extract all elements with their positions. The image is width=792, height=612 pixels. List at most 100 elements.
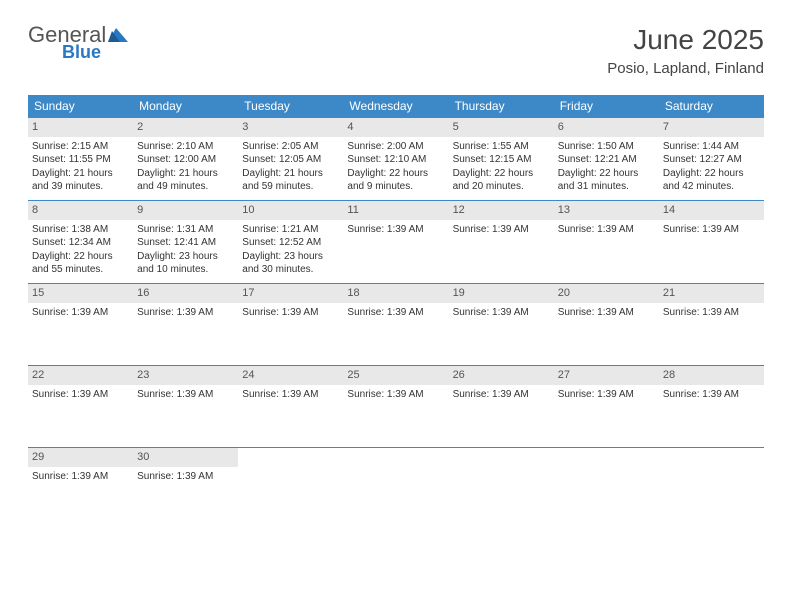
- day-info-line: Sunrise: 2:05 AM: [240, 140, 341, 154]
- day-info-line: Sunrise: 1:39 AM: [556, 223, 657, 237]
- day-number: 18: [343, 284, 448, 303]
- day-number: 23: [133, 366, 238, 385]
- day-cell: .: [554, 448, 659, 529]
- day-cell: 2 Sunrise: 2:10 AMSunset: 12:00 AMDayligh…: [133, 118, 238, 200]
- day-info-line: Sunrise: 1:39 AM: [345, 223, 446, 237]
- day-cell: 19Sunrise: 1:39 AM: [449, 284, 554, 365]
- day-info-line: Sunrise: 1:39 AM: [240, 306, 341, 320]
- week-row: 15Sunrise: 1:39 AM16Sunrise: 1:39 AM17Su…: [28, 283, 764, 365]
- day-cell: 21Sunrise: 1:39 AM: [659, 284, 764, 365]
- day-info-line: Sunrise: 1:39 AM: [451, 223, 552, 237]
- day-info-line: Sunset: 12:10 AM: [345, 153, 446, 167]
- day-number: 5: [449, 118, 554, 137]
- day-cell: 5 Sunrise: 1:55 AMSunset: 12:15 AMDayligh…: [449, 118, 554, 200]
- day-cell: 17 Sunrise: 1:39 AM: [238, 284, 343, 365]
- dow-cell: Monday: [133, 95, 238, 117]
- day-number: 20: [554, 284, 659, 303]
- day-number: 17: [238, 284, 343, 303]
- day-number: 22: [28, 366, 133, 385]
- day-info-line: and 10 minutes.: [135, 263, 236, 277]
- day-info-line: Daylight: 22 hours: [451, 167, 552, 181]
- day-info-line: Sunrise: 1:38 AM: [30, 223, 131, 237]
- day-info-line: Sunset: 11:55 PM: [30, 153, 131, 167]
- day-info-line: Sunrise: 1:39 AM: [661, 388, 762, 402]
- dow-cell: Friday: [554, 95, 659, 117]
- day-cell: 1Sunrise: 2:15 AMSunset: 11:55 PMDayligh…: [28, 118, 133, 200]
- day-cell: 25Sunrise: 1:39 AM: [343, 366, 448, 447]
- weeks-container: 1 Sunrise: 2:15 AMSunset: 11:55 PM Dayligh…: [28, 117, 764, 529]
- day-info-line: Sunset: 12:05 AM: [240, 153, 341, 167]
- day-cell: 11Sunrise: 1:39 AM: [343, 201, 448, 283]
- dow-header-row: Sunday Monday Tuesday Wednesday Thursday…: [28, 95, 764, 117]
- location-label: Posio, Lapland, Finland: [607, 60, 764, 77]
- day-info-line: Sunrise: 2:15 AM: [30, 140, 131, 154]
- day-info-line: Sunset: 12:27 AM: [661, 153, 762, 167]
- day-info-line: and 55 minutes.: [30, 263, 131, 277]
- day-info-line: Sunrise: 1:39 AM: [30, 470, 131, 484]
- day-number: 29: [28, 448, 133, 467]
- day-info-line: Daylight: 22 hours: [30, 250, 131, 264]
- day-number: 26: [449, 366, 554, 385]
- day-cell: 8Sunrise: 1:38 AMSunset: 12:34 AMDayligh…: [28, 201, 133, 283]
- day-info-line: Sunrise: 1:55 AM: [451, 140, 552, 154]
- day-number: 13: [554, 201, 659, 220]
- day-info-line: Sunrise: 1:39 AM: [30, 306, 131, 320]
- day-info-line: and 59 minutes.: [240, 180, 341, 194]
- day-number: 2: [133, 118, 238, 137]
- week-row: 1 Sunrise: 2:15 AMSunset: 11:55 PM Dayligh…: [28, 117, 764, 200]
- day-cell: 10Sunrise: 1:21 AMSunset: 12:52 AMDaylig…: [238, 201, 343, 283]
- day-number: 14: [659, 201, 764, 220]
- day-number: 25: [343, 366, 448, 385]
- day-number: 7: [659, 118, 764, 137]
- day-cell: 22Sunrise: 1:39 AM: [28, 366, 133, 447]
- day-info-line: Sunrise: 1:39 AM: [661, 306, 762, 320]
- brand-logo: General Blue: [28, 24, 128, 61]
- day-info-line: Sunset: 12:00 AM: [135, 153, 236, 167]
- day-info-line: Sunrise: 1:31 AM: [135, 223, 236, 237]
- day-info-line: Sunrise: 1:39 AM: [135, 306, 236, 320]
- day-cell: 14 Sunrise: 1:39 AM: [659, 201, 764, 283]
- day-cell: 18 Sunrise: 1:39 AM: [343, 284, 448, 365]
- dow-cell: Wednesday: [343, 95, 448, 117]
- day-info-line: Sunset: 12:41 AM: [135, 236, 236, 250]
- header: General Blue June 2025 Posio, Lapland, F…: [28, 24, 764, 77]
- day-cell: 24Sunrise: 1:39 AM: [238, 366, 343, 447]
- day-info-line: Sunrise: 1:39 AM: [135, 388, 236, 402]
- day-info-line: Sunrise: 1:39 AM: [345, 306, 446, 320]
- day-info-line: Sunrise: 2:00 AM: [345, 140, 446, 154]
- day-cell: 23 Sunrise: 1:39 AM: [133, 366, 238, 447]
- day-info-line: Sunrise: 1:39 AM: [135, 470, 236, 484]
- calendar-grid: Sunday Monday Tuesday Wednesday Thursday…: [28, 95, 764, 529]
- day-info-line: Sunrise: 1:39 AM: [556, 306, 657, 320]
- day-info-line: Daylight: 23 hours: [240, 250, 341, 264]
- day-info-line: Sunrise: 2:10 AM: [135, 140, 236, 154]
- day-info-line: Sunrise: 1:39 AM: [240, 388, 341, 402]
- day-cell: .: [449, 448, 554, 529]
- day-cell: 12Sunrise: 1:39 AM: [449, 201, 554, 283]
- day-info-line: Sunset: 12:52 AM: [240, 236, 341, 250]
- week-row: 8Sunrise: 1:38 AMSunset: 12:34 AMDayligh…: [28, 200, 764, 283]
- day-number: 3: [238, 118, 343, 137]
- day-number: 6: [554, 118, 659, 137]
- day-number: 28: [659, 366, 764, 385]
- day-cell: 28 Sunrise: 1:39 AM: [659, 366, 764, 447]
- day-info-line: and 20 minutes.: [451, 180, 552, 194]
- day-number: 27: [554, 366, 659, 385]
- day-info-line: and 42 minutes.: [661, 180, 762, 194]
- day-info-line: Daylight: 21 hours: [135, 167, 236, 181]
- day-info-line: Sunrise: 1:39 AM: [661, 223, 762, 237]
- day-number: 10: [238, 201, 343, 220]
- day-info-line: Sunset: 12:15 AM: [451, 153, 552, 167]
- calendar-page: General Blue June 2025 Posio, Lapland, F…: [0, 0, 792, 553]
- week-row: 22Sunrise: 1:39 AM23Sunrise: 1:39 AM24Su…: [28, 365, 764, 447]
- title-block: June 2025 Posio, Lapland, Finland: [607, 24, 764, 77]
- day-info-line: Sunrise: 1:44 AM: [661, 140, 762, 154]
- day-cell: .: [343, 448, 448, 529]
- day-cell: 13 Sunrise: 1:39 AM: [554, 201, 659, 283]
- day-info-line: Sunrise: 1:39 AM: [556, 388, 657, 402]
- day-cell: 6Sunrise: 1:50 AMSunset: 12:21 AMDayligh…: [554, 118, 659, 200]
- day-cell: .: [659, 448, 764, 529]
- day-number: 1: [28, 118, 133, 137]
- dow-cell: Sunday: [28, 95, 133, 117]
- day-cell: 7Sunrise: 1:44 AMSunset: 12:27 AMDayligh…: [659, 118, 764, 200]
